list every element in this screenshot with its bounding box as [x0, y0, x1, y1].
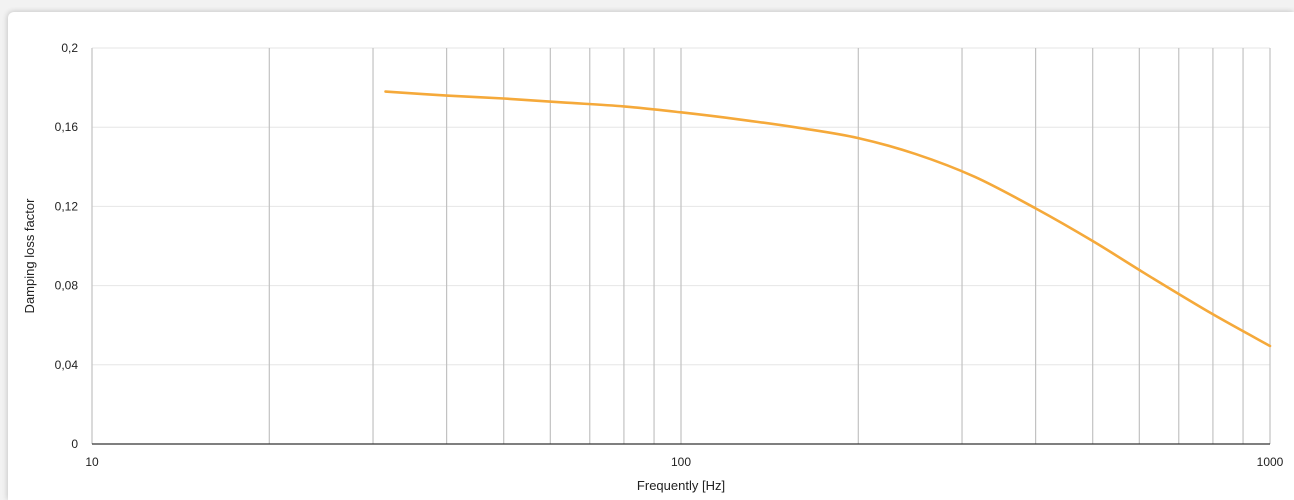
damping-loss-chart: 0 0,04 0,08 0,12 0,16 0,2 10 100 1000 Frequently… [22, 41, 1284, 493]
y-tick-label: 0,04 [55, 358, 79, 372]
x-tick-label: 100 [671, 455, 691, 469]
grid [91, 47, 1271, 444]
x-tick-label: 10 [85, 455, 99, 469]
y-tick-label: 0,08 [55, 279, 79, 293]
y-tick-label: 0 [71, 437, 78, 451]
series [384, 90, 1272, 348]
series-line [384, 90, 1272, 348]
y-tick-label: 0,12 [55, 199, 79, 213]
tick-labels: 0 0,04 0,08 0,12 0,16 0,2 10 100 1000 [55, 41, 1284, 469]
y-tick-label: 0,16 [55, 120, 79, 134]
chart-card: 0 0,04 0,08 0,12 0,16 0,2 10 100 1000 Frequently… [8, 12, 1294, 500]
y-tick-label: 0,2 [61, 41, 78, 55]
x-tick-label: 1000 [1257, 455, 1284, 469]
x-axis-title: Frequently [Hz] [637, 478, 725, 493]
y-axis-title: Damping loss factor [22, 198, 37, 314]
